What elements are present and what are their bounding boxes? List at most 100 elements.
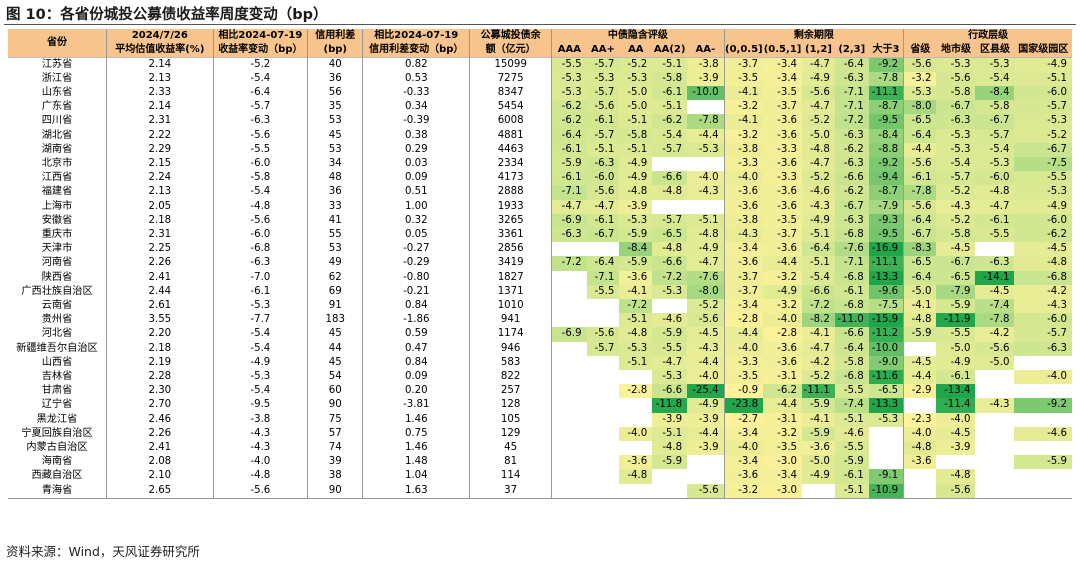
- rating-change-cell: -4.0: [687, 171, 725, 186]
- rating-change-cell: -5.1: [619, 142, 653, 157]
- province-cell: 上海市: [8, 199, 107, 214]
- rating-change-cell: -5.3: [586, 71, 620, 86]
- rating-change-cell: [551, 483, 587, 499]
- yield-change-cell: -4.8: [213, 199, 309, 214]
- table-row: 上海市 2.05 -4.8 33 1.00 1933 -4.7 -4.7 -3.9 -3.6 -3.…: [8, 199, 1072, 214]
- table-row: 河北省 2.20 -5.4 45 0.59 1174 -6.9 -5.6 -4.8 -5.9 -4.…: [8, 327, 1072, 342]
- rating-change-cell: -5.1: [619, 114, 653, 129]
- term-change-cell: -6.8: [834, 270, 869, 285]
- province-cell: 辽宁省: [8, 398, 107, 413]
- rating-change-cell: -4.7: [687, 256, 725, 271]
- admin-change-cell: -4.3: [975, 398, 1015, 413]
- rating-change-cell: -5.7: [586, 56, 620, 72]
- admin-change-cell: -6.0: [1014, 85, 1072, 101]
- term-change-cell: -4.3: [724, 227, 764, 243]
- term-change-cell: -6.3: [834, 156, 869, 172]
- term-change-cell: -4.6: [802, 185, 835, 200]
- rating-change-cell: -7.1: [551, 185, 587, 200]
- admin-change-cell: -6.2: [1014, 227, 1072, 243]
- header-group-term: 剩余期限: [724, 29, 905, 43]
- province-cell: 福建省: [8, 185, 107, 200]
- rating-change-cell: -5.3: [619, 71, 653, 86]
- yield-change-cell: -4.8: [213, 469, 309, 484]
- rating-change-cell: -6.4: [551, 128, 587, 143]
- table-row: 山东省 2.33 -6.4 56 -0.33 8347 -5.3 -5.7 -5.0 -6.1 -1…: [8, 85, 1072, 101]
- rating-change-cell: -25.4: [687, 384, 725, 399]
- yield-cell: 2.20: [106, 327, 214, 342]
- yield-change-cell: -5.4: [213, 384, 309, 399]
- rating-change-cell: -6.1: [652, 85, 688, 101]
- term-change-cell: -5.1: [834, 412, 869, 427]
- yield-cell: 2.15: [106, 156, 214, 172]
- term-change-cell: -3.7: [724, 56, 764, 72]
- term-change-cell: -8.7: [868, 100, 905, 115]
- balance-cell: 4881: [469, 128, 553, 143]
- yield-cell: 2.10: [106, 469, 214, 484]
- term-change-cell: -3.5: [763, 213, 803, 228]
- rating-change-cell: -4.9: [619, 171, 653, 186]
- rating-change-cell: [551, 455, 587, 470]
- spread-cell: 183: [307, 313, 364, 328]
- term-change-cell: -3.6: [763, 185, 803, 200]
- province-cell: 湖北省: [8, 128, 107, 143]
- term-change-cell: -3.4: [763, 71, 803, 86]
- province-cell: 宁夏回族自治区: [8, 426, 107, 441]
- admin-change-cell: -4.0: [936, 412, 976, 427]
- term-change-cell: -6.3: [834, 71, 869, 86]
- spread-cell: 54: [307, 369, 364, 385]
- rating-change-cell: -7.8: [687, 114, 725, 129]
- rating-change-cell: -5.6: [687, 483, 725, 499]
- term-change-cell: -8.4: [868, 128, 905, 143]
- admin-change-cell: -5.7: [1014, 100, 1072, 115]
- spread-change-cell: -3.81: [362, 398, 471, 413]
- spread-change-cell: 0.34: [362, 100, 471, 115]
- admin-change-cell: -2.3: [903, 412, 937, 427]
- term-change-cell: -3.1: [763, 412, 803, 427]
- header-province: 省份: [8, 29, 107, 57]
- rating-change-cell: [586, 369, 620, 385]
- rating-change-cell: -7.2: [619, 298, 653, 314]
- term-change-cell: -7.2: [802, 298, 835, 314]
- header-yield-chg-line1: 相比2024-07-19: [213, 29, 309, 43]
- admin-change-cell: -6.7: [936, 256, 976, 271]
- yield-cell: 2.31: [106, 114, 214, 129]
- rating-change-cell: [586, 298, 620, 314]
- rating-change-cell: -5.1: [652, 100, 688, 115]
- spread-cell: 91: [307, 298, 364, 314]
- yield-change-cell: -7.0: [213, 270, 309, 285]
- yield-change-cell: -5.4: [213, 185, 309, 200]
- term-change-cell: -5.1: [834, 483, 869, 499]
- term-change-cell: -5.9: [834, 455, 869, 470]
- admin-change-cell: -5.8: [936, 85, 976, 101]
- rating-change-cell: -5.2: [687, 298, 725, 314]
- term-change-cell: -13.3: [868, 270, 905, 285]
- term-change-cell: -3.2: [763, 270, 803, 285]
- balance-cell: 37: [469, 483, 553, 499]
- term-change-cell: -6.5: [868, 384, 905, 399]
- term-change-cell: -4.1: [724, 85, 764, 101]
- admin-change-cell: -4.0: [1014, 369, 1072, 385]
- rating-change-cell: -3.9: [687, 71, 725, 86]
- rating-change-cell: -7.2: [551, 256, 587, 271]
- table-row: 湖南省 2.29 -5.5 53 0.29 4463 -6.1 -5.1 -5.1 -5.7 -5.…: [8, 142, 1072, 157]
- term-change-cell: -9.2: [868, 56, 905, 72]
- term-change-cell: -4.7: [802, 156, 835, 172]
- rating-change-cell: -6.1: [551, 171, 587, 186]
- balance-cell: 81: [469, 455, 553, 470]
- yield-cell: 2.18: [106, 341, 214, 356]
- term-change-cell: -3.0: [763, 483, 803, 499]
- rating-change-cell: -6.1: [586, 114, 620, 129]
- balance-cell: 2334: [469, 156, 553, 172]
- admin-change-cell: -4.5: [936, 242, 976, 257]
- table-row: 吉林省 2.28 -5.3 54 0.09 822 -5.3 -4.0 -3.5 -3.1 -5.2…: [8, 369, 1072, 385]
- spread-change-cell: -0.29: [362, 256, 471, 271]
- term-change-cell: -3.2: [724, 128, 764, 143]
- admin-change-cell: -3.2: [903, 71, 937, 86]
- term-change-cell: -3.7: [724, 284, 764, 299]
- admin-change-cell: -4.4: [903, 142, 937, 157]
- term-change-cell: [802, 483, 835, 499]
- admin-change-cell: -5.2: [1014, 128, 1072, 143]
- admin-change-cell: -5.5: [1014, 171, 1072, 186]
- balance-cell: 1174: [469, 327, 553, 342]
- spread-cell: 41: [307, 213, 364, 228]
